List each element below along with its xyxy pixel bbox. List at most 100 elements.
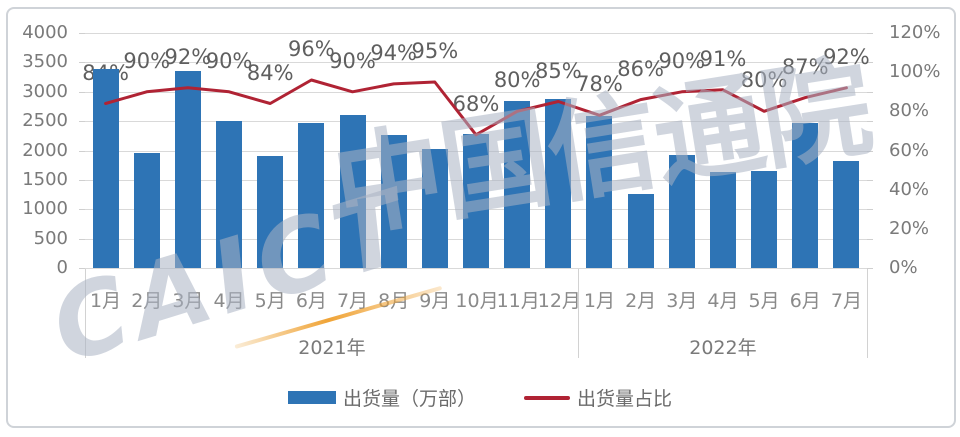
shipment-bar [463, 134, 489, 268]
y-right-tick-label: 60% [889, 139, 930, 161]
line-point-label: 86% [617, 56, 664, 81]
shipment-bar [668, 155, 695, 268]
y-right-tick-label: 120% [889, 22, 941, 43]
gridline [85, 33, 867, 34]
x-axis-month-label: 7月 [336, 290, 369, 312]
x-axis-month-label: 3月 [172, 290, 204, 312]
y-left-tick-label: 1000 [22, 198, 68, 220]
x-axis-month-label: 9月 [419, 290, 451, 312]
legend-item-ratio: 出货量占比 [524, 384, 672, 411]
y-left-tick-label: 2000 [22, 139, 68, 161]
legend-item-shipments: 出货量（万部） [287, 384, 476, 411]
gridline [85, 268, 867, 269]
right-tick [867, 209, 873, 211]
x-axis-month-label: 2月 [131, 290, 163, 312]
shipment-bar [133, 153, 160, 268]
x-axis-month-label: 10月 [455, 290, 499, 312]
gridline [85, 62, 867, 64]
right-tick [867, 121, 873, 123]
left-tick [79, 268, 85, 269]
legend: 出货量（万部） 出货量占比 [0, 384, 960, 411]
line-point-label: 87% [781, 54, 829, 79]
y-left-tick-label: 4000 [22, 22, 68, 43]
left-tick [79, 238, 85, 240]
x-axis-month-label: 1月 [90, 290, 122, 312]
line-point-label: 92% [164, 44, 212, 69]
y-left-tick-label: 3500 [22, 51, 68, 73]
y-right-tick-label: 0% [889, 257, 918, 278]
x-axis-month-label: 3月 [666, 290, 698, 312]
gridline [85, 121, 867, 123]
right-tick [867, 33, 873, 34]
y-right-tick-label: 20% [889, 217, 930, 239]
shipment-bar [339, 115, 366, 268]
line-point-label: 95% [411, 38, 459, 63]
y-left-tick-label: 1500 [22, 168, 68, 190]
shipment-bar [216, 121, 243, 268]
shipment-bar [586, 116, 613, 268]
right-tick [867, 268, 873, 269]
shipment-bar [709, 172, 736, 268]
shipment-bar [257, 155, 284, 268]
shipment-bar [298, 123, 325, 268]
line-point-label: 94% [370, 40, 418, 65]
shipment-bar [545, 99, 572, 268]
line-point-label: 90% [329, 48, 376, 73]
shipment-bar [792, 122, 819, 268]
x-axis-year-label: 2022年 [689, 337, 757, 359]
shipment-bar [627, 193, 654, 268]
x-axis-month-label: 6月 [295, 290, 327, 312]
right-tick [867, 150, 873, 152]
left-tick [79, 209, 85, 211]
legend-label-shipments: 出货量（万部） [342, 388, 476, 410]
left-tick [79, 179, 85, 181]
chart-border [6, 7, 956, 428]
left-tick [79, 33, 85, 34]
line-point-label: 90% [658, 48, 706, 73]
line-point-label: 92% [823, 44, 870, 69]
legend-line-swatch-icon [524, 395, 570, 400]
shipment-bar [421, 149, 448, 268]
x-axis-month-label: 2月 [625, 290, 657, 312]
x-axis-month-label: 7月 [830, 290, 862, 312]
shipment-bar [174, 70, 201, 268]
left-tick [79, 150, 85, 152]
left-tick [79, 62, 85, 64]
shipment-bar [92, 68, 119, 268]
line-point-label: 68% [452, 91, 500, 116]
shipment-bar [380, 135, 407, 268]
right-tick [867, 91, 873, 93]
right-tick [867, 62, 873, 64]
y-right-tick-label: 100% [889, 61, 941, 83]
x-axis-month-label: 6月 [789, 290, 821, 312]
shipment-bar [833, 161, 860, 268]
x-axis-month-label: 11月 [496, 290, 540, 312]
x-axis-month-label: 1月 [583, 290, 616, 312]
y-right-tick-label: 40% [889, 178, 930, 200]
category-separator [866, 269, 868, 358]
category-separator [84, 269, 86, 358]
right-tick [867, 238, 873, 240]
shipment-bar [751, 171, 778, 268]
line-point-label: 96% [288, 37, 335, 61]
y-right-tick-label: 80% [889, 100, 930, 122]
left-tick [79, 91, 85, 93]
x-axis-month-label: 5月 [254, 290, 286, 312]
y-left-tick-label: 2500 [22, 110, 68, 132]
x-axis-month-label: 5月 [748, 290, 780, 312]
line-point-label: 90% [205, 48, 253, 73]
y-left-tick-label: 0 [56, 257, 68, 278]
x-axis-year-label: 2021年 [298, 337, 366, 359]
x-axis-month-label: 4月 [213, 290, 245, 312]
line-point-label: 90% [123, 48, 171, 73]
line-point-label: 91% [699, 46, 747, 71]
line-point-label: 84% [246, 60, 294, 85]
x-axis-month-label: 12月 [537, 290, 581, 312]
legend-label-ratio: 出货量占比 [577, 388, 673, 410]
y-left-tick-label: 3000 [22, 80, 68, 102]
legend-bar-swatch-icon [287, 391, 336, 404]
y-left-tick-label: 500 [33, 227, 68, 249]
x-axis-month-label: 8月 [378, 290, 410, 312]
left-tick [79, 121, 85, 123]
